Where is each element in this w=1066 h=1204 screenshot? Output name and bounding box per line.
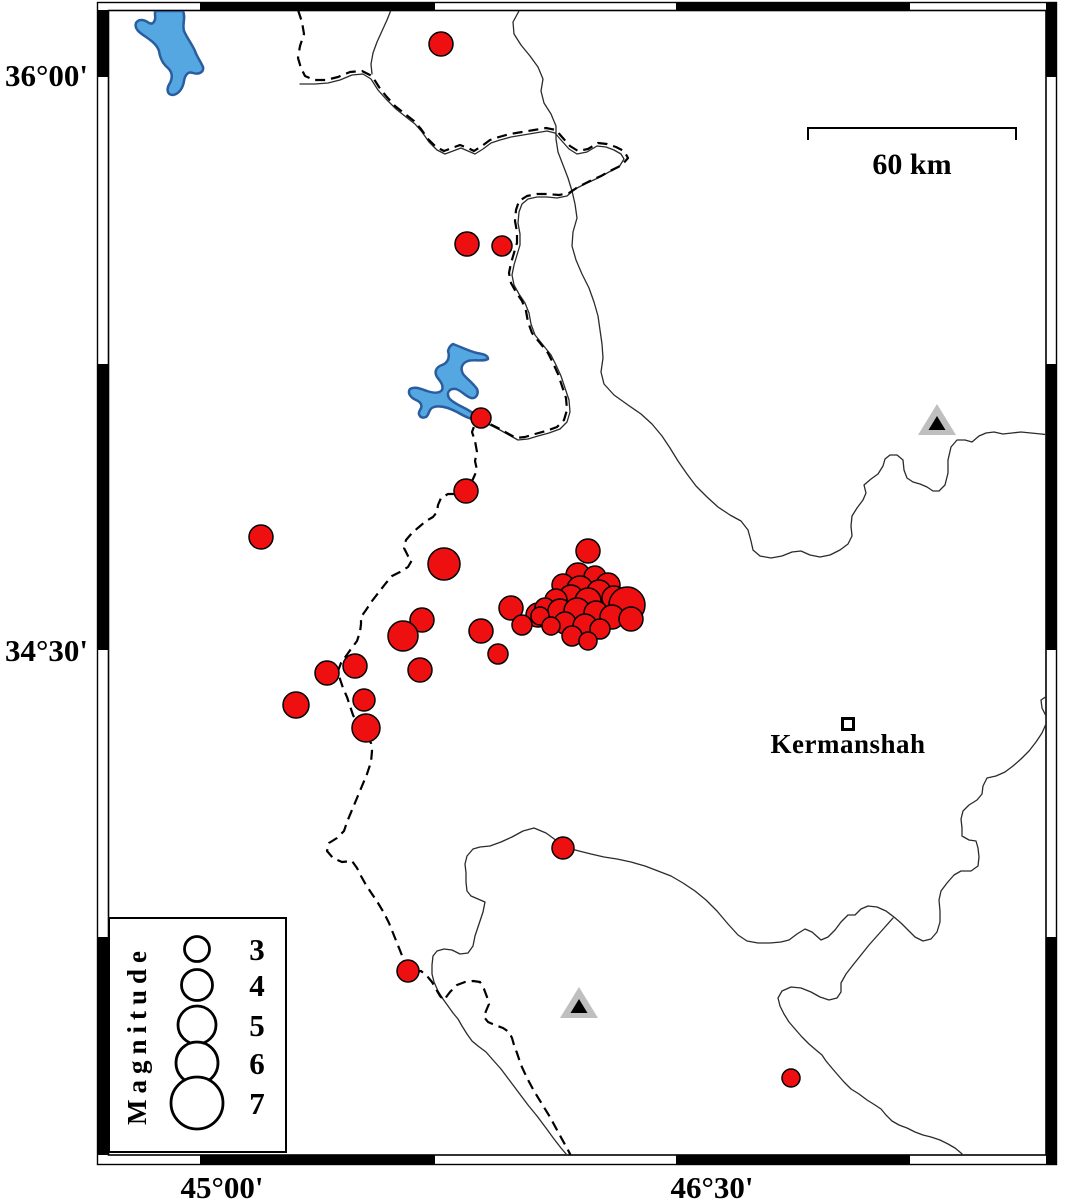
border-segment: [1046, 937, 1057, 1165]
river-southeast: [431, 695, 1046, 1155]
earthquake-marker: [454, 231, 480, 257]
earthquake-marker: [407, 657, 433, 683]
earthquake-marker: [351, 713, 381, 743]
earthquake-marker: [575, 538, 601, 564]
magnitude-legend: Magnitude 34 56 7: [108, 917, 287, 1153]
earthquake-marker: [352, 688, 376, 712]
earthquake-marker: [589, 618, 611, 640]
legend-magnitude-circle: [180, 968, 214, 1002]
earthquake-marker: [282, 691, 310, 719]
earthquake-marker: [618, 606, 644, 632]
earthquake-marker: [428, 31, 454, 57]
border-segment: [1046, 10, 1057, 77]
earthquake-markers: [248, 31, 801, 1088]
legend-magnitude-circle: [183, 935, 211, 963]
earthquake-marker: [387, 620, 419, 652]
earthquake-marker: [781, 1068, 801, 1088]
border-segment: [97, 10, 109, 77]
lat-label-34-30: 34°30': [5, 633, 88, 668]
earthquake-marker: [468, 618, 494, 644]
earthquake-marker: [491, 235, 513, 257]
river-south-branch: [777, 917, 964, 1155]
earthquake-marker: [453, 478, 479, 504]
scale-bar-label: 60 km: [872, 148, 951, 181]
map-interior: Kermanshah: [134, 11, 1046, 1155]
city-kermanshah: Kermanshah: [770, 717, 925, 759]
station-markers: [560, 404, 956, 1018]
city-square-marker: [841, 717, 855, 731]
lake-polygon-north: [134, 11, 205, 97]
legend-magnitude-circle: [176, 1004, 218, 1046]
border-segment: [676, 2, 910, 11]
lat-label-36: 36°00': [5, 58, 88, 93]
border-segment: [676, 1155, 910, 1165]
legend-magnitude-number: 7: [249, 1086, 265, 1121]
border-segment: [97, 364, 109, 650]
earthquake-marker: [470, 407, 492, 429]
scale-bar-bracket: [807, 127, 1017, 140]
legend-title: Magnitude: [122, 945, 152, 1125]
legend-magnitude-number: 4: [249, 968, 265, 1003]
earthquake-marker: [578, 631, 598, 651]
border-segment: [97, 937, 109, 1155]
scale-bar: 60 km: [807, 127, 1017, 181]
earthquake-marker: [541, 616, 561, 636]
border-segment: [1046, 2, 1057, 11]
earthquake-marker: [396, 959, 420, 983]
earthquake-marker: [248, 524, 274, 550]
border-segment: [200, 2, 435, 11]
lon-label-46-30: 46°30': [670, 1170, 753, 1204]
legend-magnitude-circle: [169, 1075, 225, 1131]
earthquake-marker: [511, 614, 533, 636]
earthquake-marker: [551, 836, 575, 860]
lake-polygon-central: [407, 342, 490, 421]
river-long-east: [512, 11, 1046, 559]
earthquake-marker: [314, 660, 340, 686]
earthquake-marker: [427, 547, 461, 581]
border-segment: [1046, 364, 1057, 650]
river-top-short: [370, 11, 392, 75]
legend-magnitude-number: 6: [249, 1046, 265, 1081]
legend-magnitude-number: 5: [249, 1008, 265, 1043]
earthquake-marker: [498, 595, 524, 621]
earthquake-marker: [342, 653, 368, 679]
station-triangle-inner: [570, 999, 588, 1013]
legend-entries: 34 56 7: [169, 932, 265, 1131]
lon-label-45: 45°00': [180, 1170, 263, 1204]
border-segment: [200, 1155, 435, 1165]
axis-annotations: 36°00' 34°30' 45°00' 46°30': [5, 58, 754, 1204]
earthquake-marker: [409, 607, 435, 633]
city-label: Kermanshah: [770, 729, 925, 759]
station-triangle-inner: [928, 416, 946, 430]
earthquake-marker: [487, 643, 509, 665]
legend-magnitude-number: 3: [249, 932, 265, 967]
